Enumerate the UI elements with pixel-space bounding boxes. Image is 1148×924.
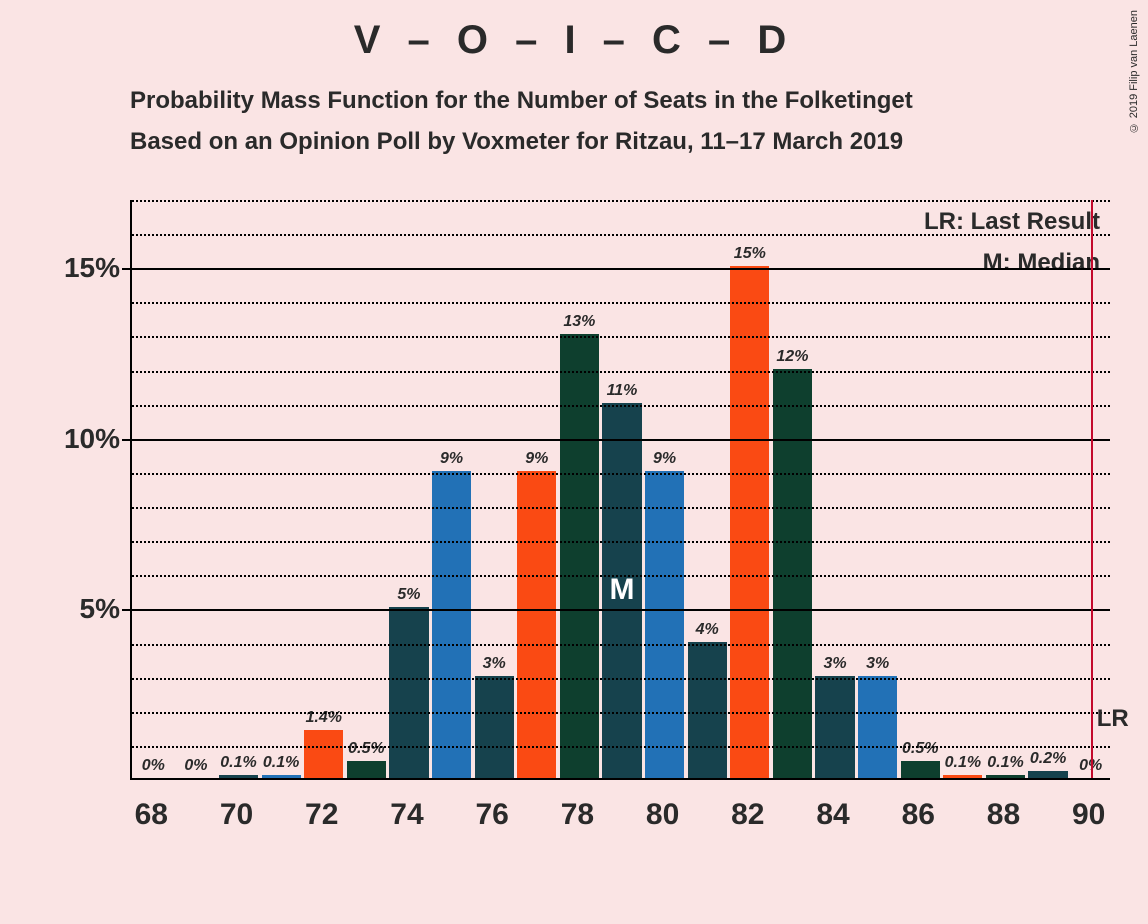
chart-container: LR: Last Result M: Median 0%0%0.1%0.1%1.… (70, 200, 1110, 840)
data-bar: 0.2% (1028, 771, 1067, 778)
x-axis-label: 74 (390, 798, 423, 832)
median-marker: M (609, 573, 634, 607)
last-result-line (1091, 200, 1093, 778)
y-axis-label: 5% (80, 593, 120, 625)
grid-major (132, 439, 1110, 441)
bar-value-label: 15% (734, 245, 766, 263)
copyright-text: © 2019 Filip van Laenen (1128, 10, 1140, 133)
subtitle-line-2: Based on an Opinion Poll by Voxmeter for… (130, 122, 1148, 163)
bar-value-label: 3% (866, 655, 889, 673)
data-bar: 0.5% (901, 761, 940, 778)
x-axis-label: 78 (561, 798, 594, 832)
x-axis-label: 80 (646, 798, 679, 832)
data-bar: 15% (730, 266, 769, 778)
x-axis-label: 70 (220, 798, 253, 832)
x-axis-label: 90 (1072, 798, 1105, 832)
x-axis-label: 88 (987, 798, 1020, 832)
data-bar: 5% (389, 607, 428, 778)
grid-minor (132, 336, 1110, 338)
data-bar: 0.1% (262, 775, 301, 778)
data-bar: 3% (858, 676, 897, 778)
grid-minor (132, 678, 1110, 680)
grid-major (132, 609, 1110, 611)
bar-value-label: 5% (397, 586, 420, 604)
y-axis-label: 10% (64, 423, 120, 455)
data-bar: 1.4% (304, 730, 343, 778)
x-axis-label: 68 (135, 798, 168, 832)
grid-minor (132, 575, 1110, 577)
data-bar: 4% (688, 642, 727, 778)
grid-minor (132, 302, 1110, 304)
data-bar: 0.1% (986, 775, 1025, 778)
bar-value-label: 0.1% (945, 754, 981, 772)
bar-value-label: 3% (483, 655, 506, 673)
bar-value-label: 9% (440, 450, 463, 468)
bar-value-label: 12% (776, 348, 808, 366)
data-bar: 11%M (602, 403, 641, 778)
data-bar: 0.1% (219, 775, 258, 778)
bar-value-label: 4% (696, 621, 719, 639)
data-bar: 9% (645, 471, 684, 778)
grid-minor (132, 541, 1110, 543)
x-axis-labels: 68 70 72 74 76 78 80 82 84 86 88 90 (130, 790, 1110, 840)
grid-minor (132, 644, 1110, 646)
data-bar: 9% (432, 471, 471, 778)
data-bar: 0.1% (943, 775, 982, 778)
data-bar: 12% (773, 369, 812, 778)
bar-value-label: 0.1% (263, 754, 299, 772)
bar-value-label: 0.5% (348, 740, 384, 758)
y-tick (122, 268, 132, 270)
x-axis-label: 86 (902, 798, 935, 832)
grid-minor (132, 712, 1110, 714)
grid-minor (132, 746, 1110, 748)
grid-minor (132, 473, 1110, 475)
bar-value-label: 0.1% (220, 754, 256, 772)
bar-value-label: 11% (607, 382, 638, 400)
last-result-label: LR (1097, 705, 1129, 733)
grid-minor (132, 200, 1110, 202)
data-bar: 3% (475, 676, 514, 778)
x-axis-label: 76 (475, 798, 508, 832)
grid-minor (132, 234, 1110, 236)
grid-minor (132, 371, 1110, 373)
data-bar: 0.5% (347, 761, 386, 778)
plot-area: LR: Last Result M: Median 0%0%0.1%0.1%1.… (130, 200, 1110, 780)
bar-value-label: 9% (653, 450, 676, 468)
y-axis-label: 15% (64, 252, 120, 284)
grid-minor (132, 507, 1110, 509)
grid-major (132, 268, 1110, 270)
bar-value-label: 0% (142, 757, 165, 775)
bar-value-label: 0.5% (902, 740, 938, 758)
bar-value-label: 0.2% (1030, 750, 1066, 768)
y-tick (122, 439, 132, 441)
grid-minor (132, 405, 1110, 407)
x-axis-label: 84 (816, 798, 849, 832)
chart-subtitle: Probability Mass Function for the Number… (0, 63, 1148, 163)
y-tick (122, 609, 132, 611)
bars-layer: 0%0%0.1%0.1%1.4%0.5%5%9%3%9%13%11%M9%4%1… (132, 200, 1110, 778)
bar-value-label: 0.1% (987, 754, 1023, 772)
bar-value-label: 0% (184, 757, 207, 775)
bar-value-label: 13% (563, 313, 595, 331)
subtitle-line-1: Probability Mass Function for the Number… (130, 81, 1148, 122)
data-bar: 3% (815, 676, 854, 778)
x-axis-label: 72 (305, 798, 338, 832)
bar-value-label: 9% (525, 450, 548, 468)
x-axis-label: 82 (731, 798, 764, 832)
data-bar: 9% (517, 471, 556, 778)
chart-title: V – O – I – C – D (0, 0, 1148, 63)
bar-value-label: 3% (823, 655, 846, 673)
